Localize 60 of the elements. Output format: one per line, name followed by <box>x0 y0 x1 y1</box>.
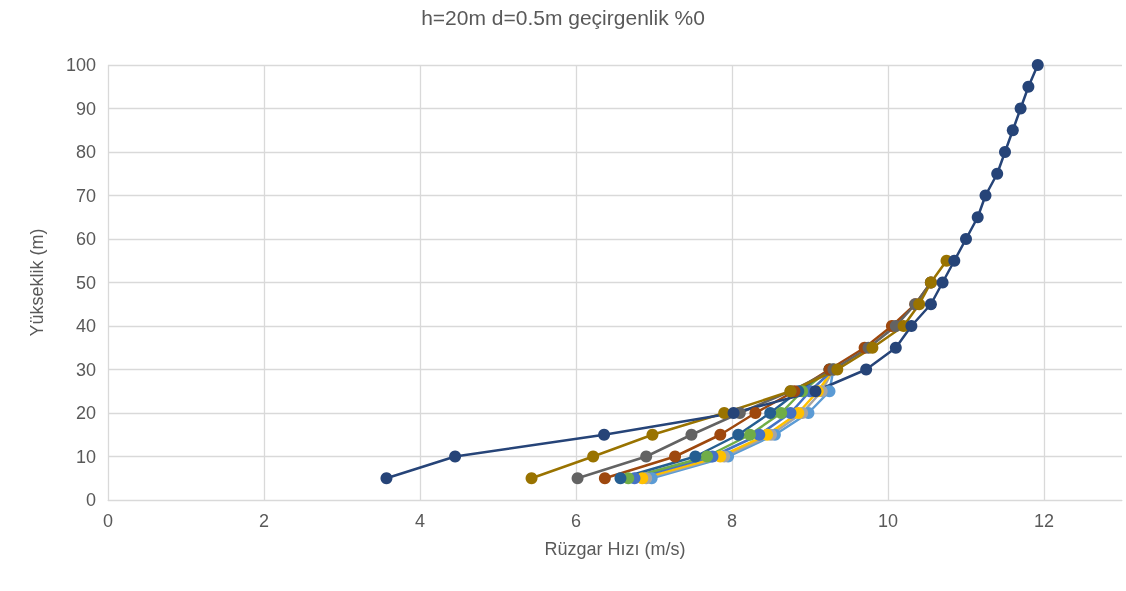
point <box>979 189 992 202</box>
point <box>587 450 600 463</box>
chart-title: h=20m d=0.5m geçirgenlik %0 <box>421 6 705 29</box>
point <box>714 428 727 441</box>
point <box>449 450 462 463</box>
point <box>525 472 538 485</box>
point <box>646 428 659 441</box>
y-tick-label: 30 <box>75 359 96 380</box>
point <box>936 276 949 289</box>
y-tick-label: 80 <box>75 142 96 162</box>
y-tick-label: 50 <box>75 272 96 293</box>
x-tick-label: 4 <box>414 511 426 531</box>
point <box>1006 124 1019 137</box>
y-tick-label: 70 <box>75 185 96 206</box>
y-tick-label: 100 <box>65 55 96 75</box>
x-tick-label: 12 <box>1033 511 1055 531</box>
y-tick-label: 10 <box>75 446 96 467</box>
point <box>701 450 714 463</box>
point <box>866 341 879 354</box>
point <box>991 167 1004 180</box>
point <box>614 472 627 485</box>
point <box>913 298 926 311</box>
x-tick-label: 8 <box>726 511 738 531</box>
point <box>598 428 611 441</box>
x-tick-label: 10 <box>877 511 899 531</box>
point <box>743 428 756 441</box>
point <box>685 428 698 441</box>
point <box>948 254 961 267</box>
point <box>960 233 972 245</box>
y-tick-label: 0 <box>85 490 96 510</box>
point <box>889 341 902 354</box>
point <box>860 363 873 376</box>
point <box>571 472 584 485</box>
point <box>732 428 745 441</box>
point <box>764 407 777 419</box>
point <box>727 407 740 419</box>
point <box>924 298 937 311</box>
point <box>831 363 844 376</box>
y-tick-label: 60 <box>75 229 96 249</box>
point <box>775 407 788 419</box>
point <box>689 450 702 463</box>
x-tick-label: 0 <box>102 511 114 531</box>
y-tick-label: 90 <box>75 98 96 119</box>
x-axis-title: Rüzgar Hızı (m/s) <box>544 539 686 559</box>
point <box>640 450 653 463</box>
point <box>669 450 682 463</box>
x-tick-label: 6 <box>570 511 582 531</box>
point <box>749 407 762 419</box>
point <box>999 146 1011 158</box>
x-tick-label: 2 <box>258 511 270 531</box>
point <box>380 472 393 485</box>
point <box>1014 102 1027 115</box>
y-tick-label: 40 <box>75 316 96 336</box>
y-axis-title: Yükseklik (m) <box>27 228 47 337</box>
point <box>1031 59 1044 71</box>
y-tick-label: 20 <box>75 403 96 423</box>
point <box>971 211 984 224</box>
point <box>598 472 611 485</box>
point <box>905 320 918 332</box>
point <box>1022 80 1035 93</box>
